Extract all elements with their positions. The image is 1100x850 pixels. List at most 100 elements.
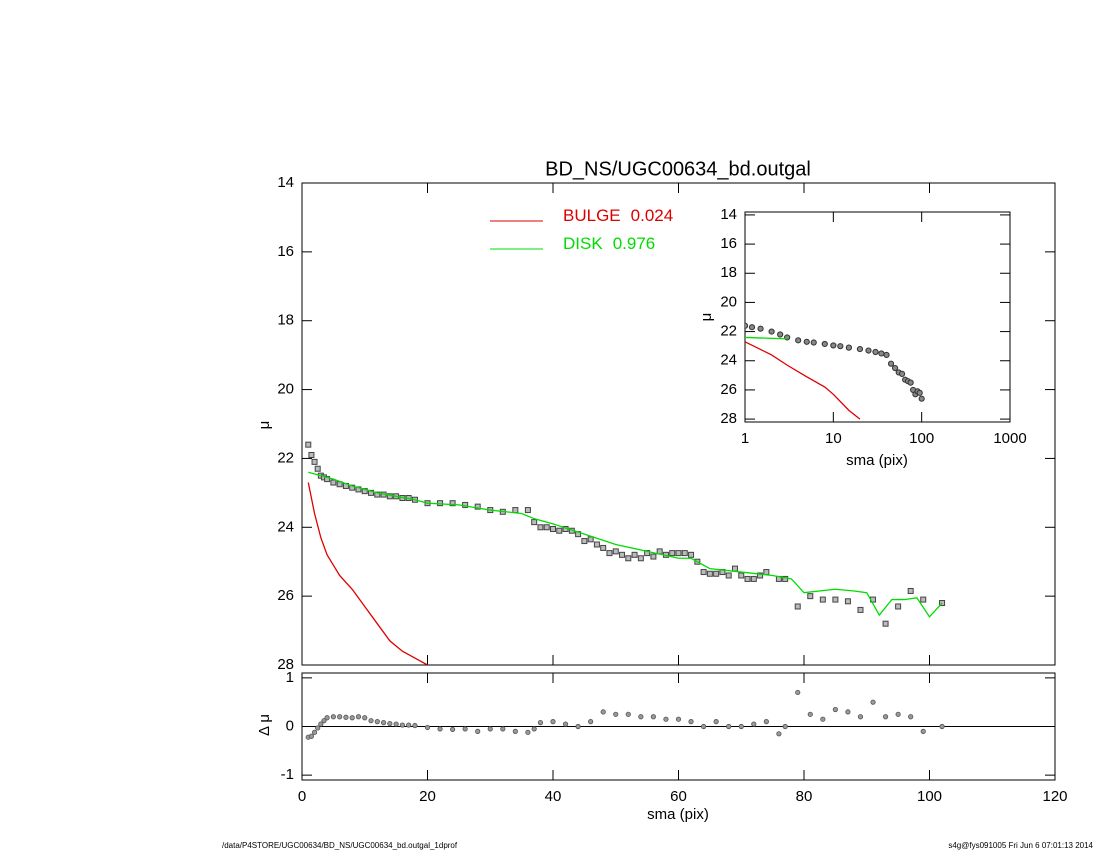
data-point: [324, 476, 331, 483]
x-tick-label: 10: [825, 430, 842, 447]
data-point: [386, 493, 393, 500]
data-point: [794, 603, 801, 610]
residual-point: [782, 723, 788, 730]
residual-point: [318, 721, 324, 727]
y-tick-label: 14: [720, 206, 737, 223]
chart-title: BD_NS/UGC00634_bd.outgal: [545, 158, 811, 180]
residual-point: [308, 733, 315, 739]
x-tick-label: 20: [419, 788, 436, 805]
residual-point: [738, 723, 744, 730]
residual-point: [500, 726, 506, 732]
residual-point: [638, 714, 644, 720]
data-point: [688, 551, 695, 558]
data-point: [637, 555, 644, 562]
data-point: [537, 524, 544, 531]
plot-frame: [301, 182, 1056, 666]
footer-path: /data/P4STORE/UGC00634/BD_NS/UGC00634_bd…: [222, 841, 458, 850]
plot-area: [745, 322, 925, 420]
data-point: [556, 527, 563, 534]
model-line: [745, 336, 788, 340]
residual-point: [393, 721, 399, 727]
data-point: [844, 598, 851, 605]
inset-point: [748, 324, 756, 331]
residual-point: [462, 726, 468, 732]
data-point: [725, 572, 732, 579]
y-tick-label: 14: [277, 174, 294, 191]
residual-point: [399, 722, 405, 728]
plot-area: [305, 441, 946, 665]
x-tick-label: 0: [298, 788, 306, 805]
residual-point: [908, 714, 914, 720]
residual-point: [613, 711, 619, 717]
inset-point: [907, 379, 914, 386]
data-point: [763, 569, 770, 576]
data-point: [593, 541, 600, 548]
x-tick-label: 100: [909, 430, 934, 447]
data-point: [644, 550, 651, 557]
inset-point: [878, 350, 885, 357]
data-point: [669, 550, 676, 557]
y-tick-label: 22: [720, 323, 737, 340]
y-tick-label: 16: [277, 243, 294, 260]
inset-point: [795, 337, 802, 344]
inset-point: [887, 360, 895, 367]
data-point: [612, 548, 619, 555]
legend-entry: BULGE 0.024: [563, 206, 673, 225]
residual-point: [575, 723, 581, 730]
residual-point: [795, 689, 801, 696]
residual-point: [374, 719, 380, 725]
data-point: [368, 489, 375, 496]
residual-point: [321, 718, 327, 724]
legend-name: BULGE: [563, 206, 621, 225]
legend-fraction: 0.976: [613, 234, 656, 253]
residual-point: [380, 720, 387, 726]
data-point: [587, 536, 594, 543]
data-point: [581, 538, 588, 545]
residual-point: [713, 719, 719, 725]
data-point: [631, 551, 638, 558]
residual-point: [562, 721, 569, 727]
data-point: [650, 553, 657, 560]
data-point: [355, 486, 362, 493]
y-tick-label: 26: [277, 587, 294, 604]
inset-point: [898, 370, 906, 377]
residual-point: [525, 729, 531, 735]
data-point: [374, 491, 381, 498]
y-tick-label: -1: [281, 766, 294, 783]
y-tick-label: 1: [286, 669, 294, 686]
model-line: [745, 341, 861, 420]
inset-point: [768, 328, 775, 335]
residual-point: [337, 714, 343, 720]
data-point: [675, 550, 682, 557]
data-point: [920, 596, 927, 603]
inset-point: [810, 339, 817, 346]
inset-point: [745, 322, 749, 329]
residual-point: [355, 714, 362, 720]
data-point: [832, 596, 839, 603]
data-point: [757, 572, 764, 579]
data-point: [713, 570, 720, 577]
data-point: [895, 603, 902, 610]
y-tick-label: 28: [720, 410, 737, 427]
residual-point: [600, 709, 606, 715]
inset-point: [803, 338, 810, 345]
y-tick-label: 18: [720, 264, 737, 281]
data-point: [700, 569, 707, 576]
legend-fraction: 0.024: [631, 206, 674, 225]
inset-point: [865, 347, 872, 354]
data-point: [744, 575, 751, 582]
data-point: [750, 575, 757, 582]
residual-point: [449, 726, 456, 733]
residual-point: [700, 723, 707, 730]
residual-point: [625, 711, 631, 717]
residual-point: [330, 714, 336, 720]
inset-point: [845, 344, 852, 351]
data-point: [512, 507, 519, 514]
residual-point: [487, 726, 493, 732]
inset-point: [856, 345, 864, 353]
y-tick-label: 26: [720, 381, 737, 398]
x-tick-label: 60: [670, 788, 687, 805]
residual-point: [387, 720, 393, 727]
residual-point: [751, 721, 757, 727]
data-point: [314, 465, 321, 472]
